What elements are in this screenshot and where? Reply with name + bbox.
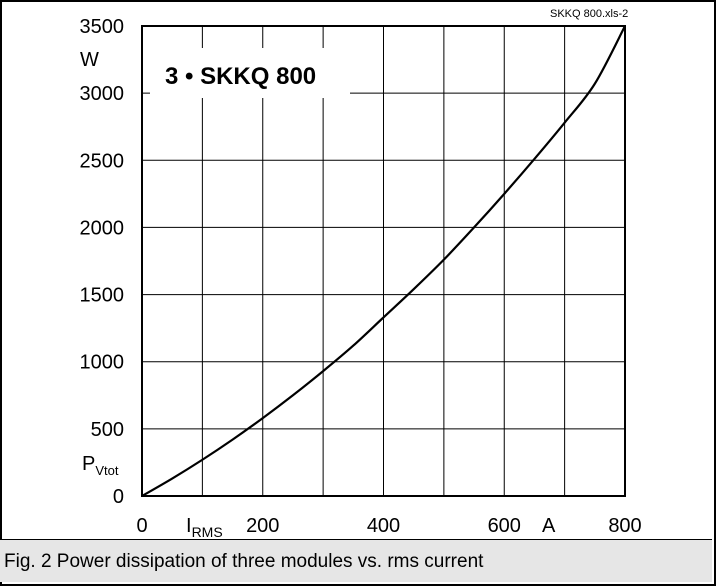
series-line bbox=[141, 25, 626, 497]
y-tick-label-bg bbox=[74, 149, 126, 172]
x-axis-symbol-sub: RMS bbox=[192, 524, 223, 540]
y-axis-unit: W bbox=[80, 49, 99, 71]
y-tick-label-bg bbox=[74, 485, 126, 507]
x-tick-label: 200 bbox=[246, 515, 279, 537]
plot-border bbox=[141, 25, 626, 497]
inset-title: 3 • SKKQ 800 bbox=[165, 63, 316, 90]
y-axis-symbol: PVtot bbox=[82, 453, 119, 478]
y-axis-symbol-sub: Vtot bbox=[95, 463, 119, 478]
source-tag-box bbox=[546, 6, 626, 22]
x-tick-label: 400 bbox=[367, 515, 400, 537]
x-axis-unit: A bbox=[542, 515, 556, 537]
y-tick-label-bg bbox=[74, 283, 126, 306]
x-tick-label: 600 bbox=[488, 515, 521, 537]
y-tick-label-bg bbox=[74, 82, 126, 105]
x-axis-symbol-main: I bbox=[186, 515, 192, 537]
y-tick-labels: 0 500 1000 1500 2000 2500 3000 3500 bbox=[74, 15, 126, 508]
x-tick-label: 800 bbox=[608, 515, 641, 537]
x-axis-symbol: IRMS bbox=[186, 515, 223, 540]
y-tick-label-bg bbox=[74, 350, 126, 373]
figure-caption: Fig. 2 Power dissipation of three module… bbox=[0, 539, 712, 582]
source-tag: SKKQ 800.xls-2 bbox=[550, 8, 628, 20]
inset-title-box bbox=[150, 48, 350, 98]
y-tick-label: 1500 bbox=[80, 285, 125, 307]
y-tick-label: 0 bbox=[113, 486, 124, 508]
x-tick-labels: 0 200 400 600 800 bbox=[136, 515, 641, 537]
y-tick-label: 2500 bbox=[80, 150, 125, 172]
y-tick-label: 2000 bbox=[80, 217, 125, 239]
y-tick-label-bg bbox=[74, 417, 126, 440]
y-axis-symbol-main: P bbox=[82, 453, 95, 475]
power-dissipation-chart: 3 • SKKQ 800 SKKQ 800.xls-2 0 500 1000 1500… bbox=[74, 6, 642, 540]
y-tick-label: 3500 bbox=[80, 16, 125, 38]
y-tick-label: 3000 bbox=[80, 83, 125, 105]
y-tick-label-bg bbox=[74, 15, 126, 37]
y-tick-label: 1000 bbox=[80, 352, 125, 374]
x-tick-label: 0 bbox=[136, 515, 147, 537]
y-tick-label-bg bbox=[74, 216, 126, 239]
y-tick-label: 500 bbox=[91, 419, 124, 441]
